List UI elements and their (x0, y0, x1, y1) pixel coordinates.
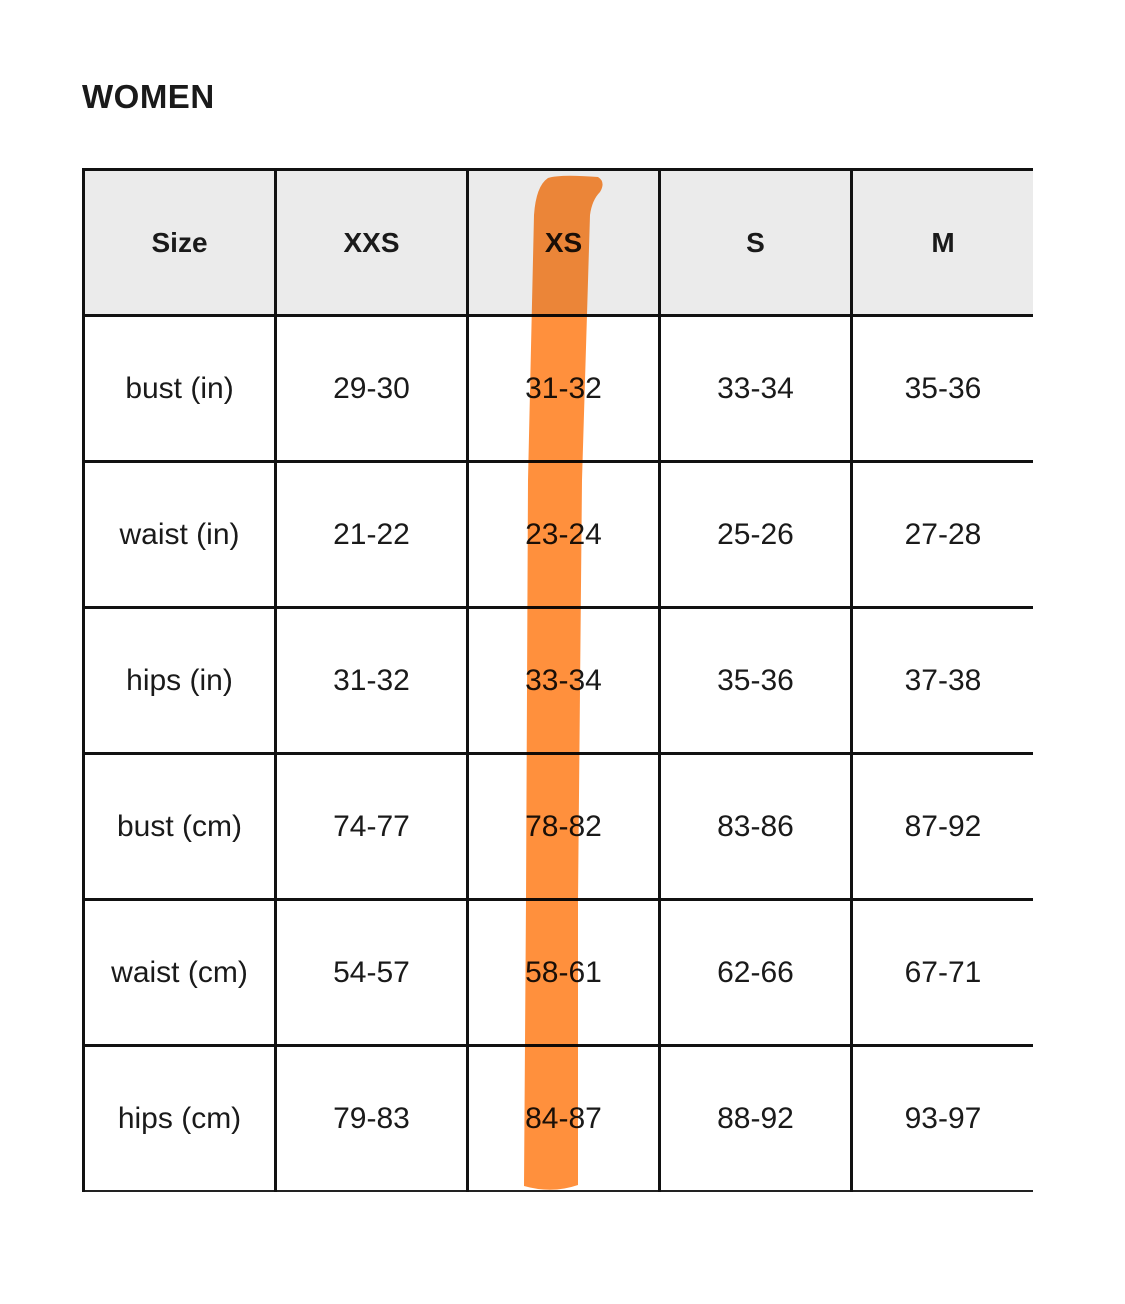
size-value-cell: 33-34 (466, 606, 661, 755)
measurement-label: waist (cm) (82, 898, 277, 1047)
size-value-cell: 58-61 (466, 898, 661, 1047)
measurement-label: bust (cm) (82, 752, 277, 901)
size-value-cell: 27-28 (850, 460, 1033, 609)
size-value-cell: 23-24 (466, 460, 661, 609)
measurement-label: hips (cm) (82, 1044, 277, 1192)
size-value-cell: 62-66 (658, 898, 853, 1047)
table-row: hips (cm) 79-83 84-87 88-92 93-97 (82, 1044, 1033, 1192)
size-chart-table: Size XXS XS S M bust (in) 29-30 31-32 33-34… (82, 168, 1033, 1192)
size-value-cell: 83-86 (658, 752, 853, 901)
header-cell: Size (82, 168, 277, 317)
section-title: WOMEN (82, 78, 215, 115)
size-value-cell: 54-57 (274, 898, 469, 1047)
size-value-cell: 29-30 (274, 314, 469, 463)
header-cell: M (850, 168, 1033, 317)
size-value-cell: 84-87 (466, 1044, 661, 1192)
size-value-cell: 31-32 (274, 606, 469, 755)
size-value-cell: 88-92 (658, 1044, 853, 1192)
size-value-cell: 87-92 (850, 752, 1033, 901)
size-value-cell: 33-34 (658, 314, 853, 463)
size-value-cell: 21-22 (274, 460, 469, 609)
header-cell: XXS (274, 168, 469, 317)
table-row: waist (cm) 54-57 58-61 62-66 67-71 (82, 898, 1033, 1047)
size-value-cell: 35-36 (658, 606, 853, 755)
measurement-label: hips (in) (82, 606, 277, 755)
size-value-cell: 78-82 (466, 752, 661, 901)
size-value-cell: 35-36 (850, 314, 1033, 463)
header-row: Size XXS XS S M (82, 168, 1033, 317)
table-row: hips (in) 31-32 33-34 35-36 37-38 (82, 606, 1033, 755)
table-row: waist (in) 21-22 23-24 25-26 27-28 (82, 460, 1033, 609)
table-row: bust (cm) 74-77 78-82 83-86 87-92 (82, 752, 1033, 901)
table-row: bust (in) 29-30 31-32 33-34 35-36 (82, 314, 1033, 463)
measurement-label: waist (in) (82, 460, 277, 609)
size-value-cell: 93-97 (850, 1044, 1033, 1192)
size-value-cell: 37-38 (850, 606, 1033, 755)
size-value-cell: 31-32 (466, 314, 661, 463)
measurement-label: bust (in) (82, 314, 277, 463)
size-value-cell: 74-77 (274, 752, 469, 901)
size-value-cell: 79-83 (274, 1044, 469, 1192)
size-value-cell: 67-71 (850, 898, 1033, 1047)
header-cell: S (658, 168, 853, 317)
size-value-cell: 25-26 (658, 460, 853, 609)
header-cell: XS (466, 168, 661, 317)
